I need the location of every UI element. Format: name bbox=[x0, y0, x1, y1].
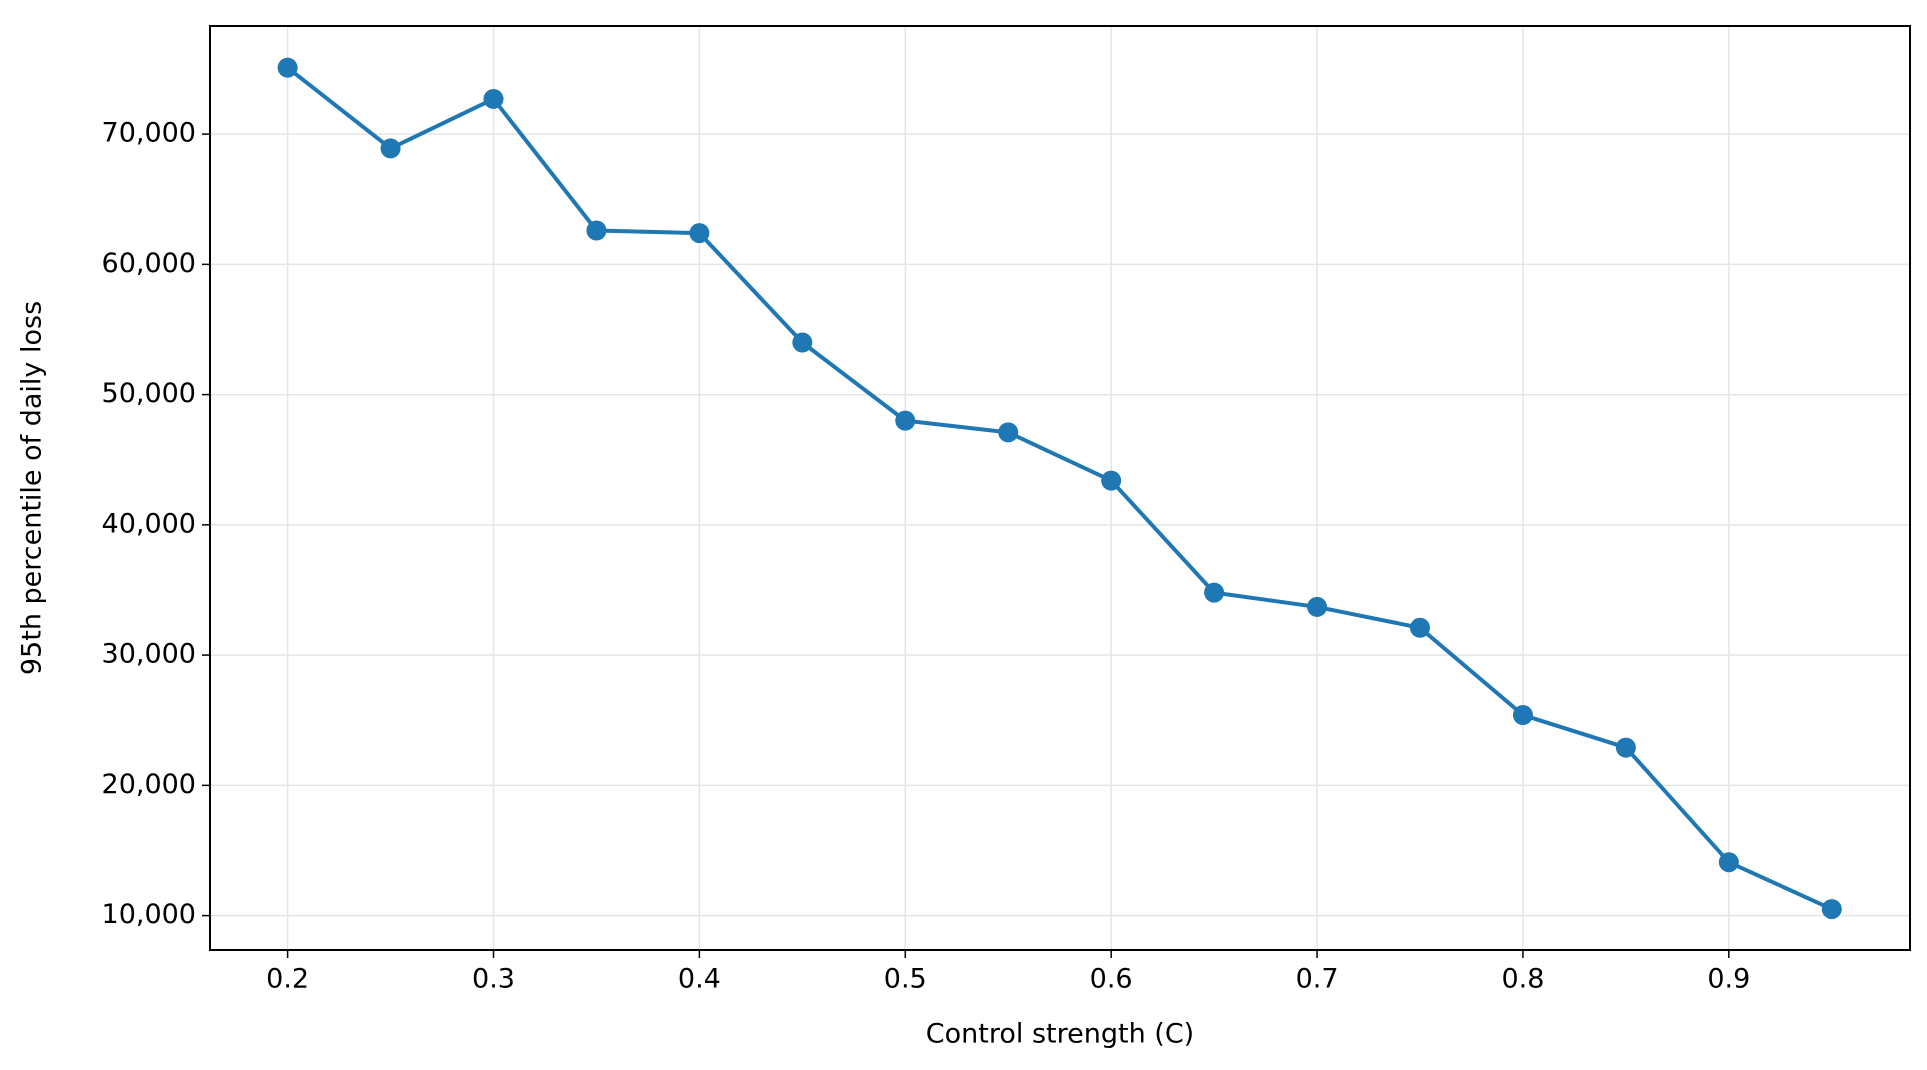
marker bbox=[1512, 705, 1533, 726]
y-tick-label: 60,000 bbox=[102, 248, 196, 279]
x-tick-label: 0.2 bbox=[266, 964, 309, 995]
marker bbox=[1821, 899, 1842, 920]
y-tick-label: 20,000 bbox=[102, 769, 196, 800]
marker bbox=[895, 410, 916, 431]
x-tick-label: 0.9 bbox=[1707, 964, 1750, 995]
marker bbox=[1307, 596, 1328, 617]
y-tick-label: 70,000 bbox=[102, 118, 196, 149]
x-tick-label: 0.5 bbox=[884, 964, 927, 995]
marker bbox=[380, 138, 401, 159]
x-tick-label: 0.4 bbox=[678, 964, 721, 995]
y-tick-label: 50,000 bbox=[102, 378, 196, 409]
y-axis-label: 95th percentile of daily loss bbox=[17, 301, 48, 675]
marker bbox=[1718, 852, 1739, 873]
marker bbox=[483, 88, 504, 109]
marker bbox=[1101, 470, 1122, 491]
x-axis-label: Control strength (C) bbox=[926, 1019, 1194, 1050]
marker bbox=[998, 422, 1019, 443]
line bbox=[286, 66, 1833, 911]
marker bbox=[586, 220, 607, 241]
marker bbox=[1615, 737, 1636, 758]
y-tick-label: 30,000 bbox=[102, 639, 196, 670]
marker bbox=[1204, 582, 1225, 603]
marker bbox=[792, 332, 813, 353]
marker bbox=[277, 57, 298, 78]
marker bbox=[689, 223, 710, 244]
marker bbox=[1409, 617, 1430, 638]
x-tick-label: 0.8 bbox=[1501, 964, 1544, 995]
x-tick-label: 0.6 bbox=[1090, 964, 1133, 995]
y-tick-label: 10,000 bbox=[102, 899, 196, 930]
x-tick-label: 0.7 bbox=[1296, 964, 1339, 995]
plot-frame bbox=[209, 25, 1911, 951]
x-tick-label: 0.3 bbox=[472, 964, 515, 995]
y-tick-label: 40,000 bbox=[102, 508, 196, 539]
